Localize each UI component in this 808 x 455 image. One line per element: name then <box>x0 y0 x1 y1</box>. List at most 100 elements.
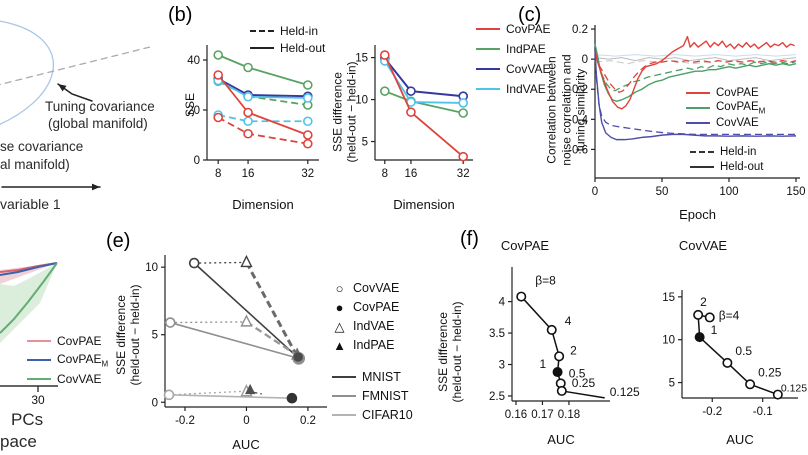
legend-label: CovPAEM <box>716 101 766 116</box>
panel-e-marker-legend: ○ CovVAE ● CovPAE △ IndVAE ▲ IndPAE <box>332 281 399 352</box>
legend-label: Held-in <box>280 24 319 38</box>
marker-circle <box>772 389 783 400</box>
x-tick-label: -0.2 <box>702 406 722 418</box>
series-CovPAE-held-out <box>217 74 309 136</box>
legend-label: CovPAE <box>716 87 759 99</box>
y-tick-label: 0 <box>194 155 200 167</box>
panel-f-covvae-chart: -0.2 -0.1 5 10 15 AUC 2 β=41 0.5 0.25 0.125 <box>662 290 807 447</box>
panel-f-right-title: CovVAE <box>678 238 728 253</box>
legend-line-sample <box>332 376 356 378</box>
legend-label: CovVAE <box>506 62 551 76</box>
legend-row: CovPAE <box>27 334 108 348</box>
y-tick-label: 0 <box>152 397 158 409</box>
point-label: 4 <box>565 314 572 328</box>
marker-circle <box>303 130 313 140</box>
legend-line-sample <box>250 30 274 32</box>
series-CovPAE <box>383 54 464 158</box>
panel-e-ylabel-line1: SSE difference <box>113 295 128 375</box>
panel-d-model-legend: CovPAE CovPAEM CovVAE <box>27 334 108 386</box>
legend-line-sample <box>686 92 710 94</box>
series-covvae-curve <box>0 262 58 334</box>
y-tick-label: -0.2 <box>568 84 588 96</box>
y-tick-label: -0.4 <box>568 114 588 126</box>
x-tick-label: 16 <box>242 168 255 180</box>
legend-label: Held-in <box>720 146 757 158</box>
panel-f-left-title: CovPAE <box>500 238 550 253</box>
legend-line-sample <box>686 107 710 110</box>
series-mnist-dotted <box>194 261 247 264</box>
x-tick-label: 0.17 <box>531 409 553 421</box>
legend-row: FMNIST <box>332 389 413 403</box>
legend-marker-sample: △ <box>334 318 345 334</box>
y-tick-label: 15 <box>355 53 368 65</box>
legend-line-sample <box>476 68 500 70</box>
point-label: 0.5 <box>735 344 752 358</box>
legend-row: CovVAE <box>27 372 108 386</box>
marker-circle <box>406 107 416 117</box>
legend-row: Held-out <box>690 161 763 173</box>
panel-c-model-legend: CovPAE CovPAEM CovVAE <box>686 87 765 129</box>
marker-circle <box>243 62 253 73</box>
y-tick-label: 15 <box>662 292 675 304</box>
legend-line-sample <box>690 166 714 168</box>
panel-f-ylabel-line2: (held-out − held-in) <box>450 301 464 403</box>
marker-circle <box>213 70 224 80</box>
marker-triangle <box>245 383 256 395</box>
point-label: 1 <box>711 323 718 337</box>
panel-b-right-ylabel-line1: SSE difference <box>330 72 345 152</box>
noise-covariance-label-line2: al manifold) <box>0 157 70 172</box>
panel-b-label: (b) <box>168 4 193 26</box>
tuning-covariance-label-line1: Tuning covariance <box>45 99 155 114</box>
y-tick-label: 0 <box>582 54 588 66</box>
legend-label: MNIST <box>362 370 401 384</box>
panel-b-model-legend: CovPAE IndPAE CovVAE IndVAE <box>476 22 550 96</box>
point-label: 2 <box>700 295 707 309</box>
marker-circle <box>303 93 313 103</box>
series-IndPAE-held-out <box>217 54 309 86</box>
legend-line-sample <box>476 28 500 30</box>
series-fmnist-dotted <box>170 321 247 324</box>
series-IndVAE-held-in <box>218 114 308 123</box>
y-tick-label: 3 <box>499 360 505 372</box>
panel-b-sse-difference-chart: 8 16 32 5 10 15 Dimension <box>355 45 473 212</box>
legend-marker-sample: ▲ <box>333 337 346 353</box>
marker-circle <box>694 332 705 343</box>
x-axis-label: AUC <box>726 432 753 447</box>
legend-row: ○ CovVAE <box>332 281 400 295</box>
legend-line-sample <box>690 151 714 153</box>
arrow-head <box>92 183 100 191</box>
marker-circle <box>458 151 468 162</box>
panel-f-ylabel: SSE difference (held-out − held-in) <box>434 267 466 437</box>
series-CovVAE-held-in <box>594 54 796 136</box>
panel-b-left-ylabel: SSE <box>182 93 197 118</box>
panel-b-heldin-heldout-legend: Held-in Held-out <box>250 24 325 55</box>
marker-circle <box>303 80 313 90</box>
legend-row: Held-in <box>250 24 325 38</box>
point-label: 0.25 <box>572 376 596 390</box>
legend-line-sample <box>476 88 500 90</box>
x-tick-label: 32 <box>457 168 470 180</box>
marker-circle <box>704 312 715 323</box>
panel-f-ylabel-line1: SSE difference <box>435 312 450 392</box>
legend-row: CovPAE <box>476 22 550 36</box>
legend-label: IndPAE <box>353 338 395 352</box>
point-label: 1 <box>540 357 547 371</box>
marker-circle <box>406 86 416 96</box>
y-tick-label: 3.5 <box>489 328 505 340</box>
y-tick-label: 5 <box>669 378 675 390</box>
marker-triangle <box>240 254 253 268</box>
arrow-head <box>58 84 67 92</box>
panel-c-correlation-chart: 0 50 100 150 0.2 0 -0.2 -0.4 -0.6 Epoch <box>568 24 805 222</box>
legend-line-sample <box>686 122 710 125</box>
panel-c-heldin-heldout-legend: Held-in Held-out <box>690 146 763 173</box>
marker-circle <box>243 91 253 102</box>
point-label: β=8 <box>535 274 556 288</box>
legend-row: CovVAE <box>476 62 550 76</box>
legend-label: IndVAE <box>353 319 395 333</box>
legend-label: CovPAE <box>506 22 551 36</box>
x-tick-label: -0.1 <box>753 406 773 418</box>
series-CovPAEM-held-in <box>594 51 795 92</box>
series-latent-axis-dashed <box>0 46 151 86</box>
point-label: 0.125 <box>781 383 807 395</box>
series-cifar10-dotted <box>168 390 247 396</box>
